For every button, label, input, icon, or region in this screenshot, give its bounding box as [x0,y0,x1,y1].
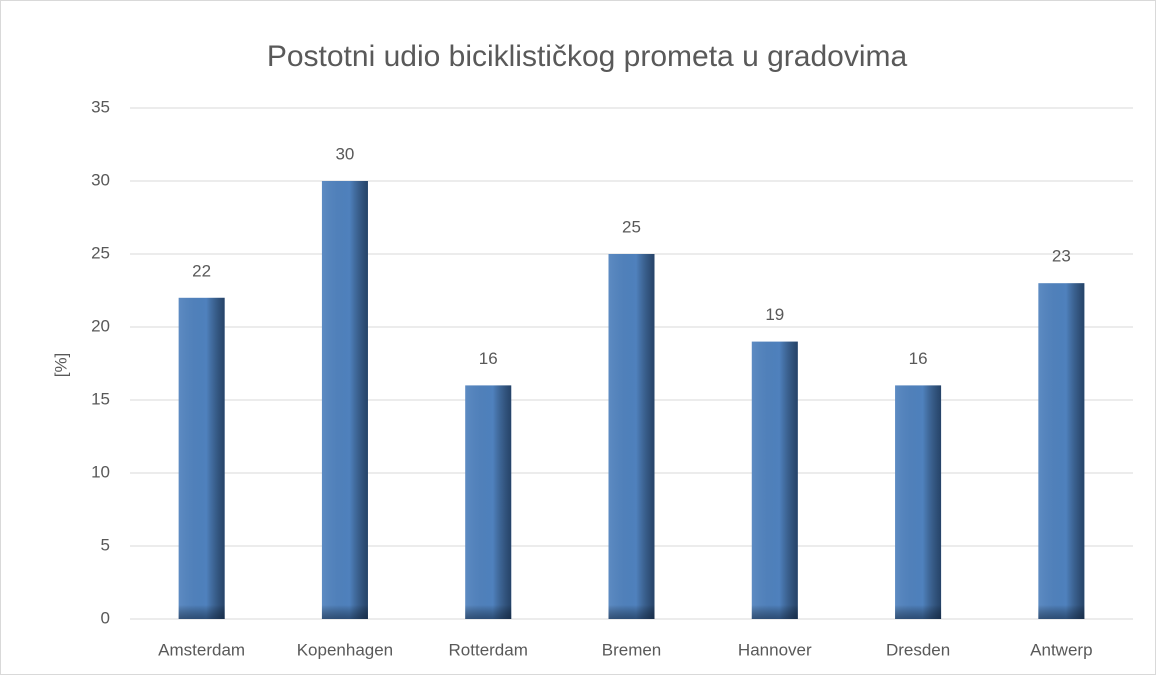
bar-shade [895,385,942,619]
y-tick-label: 25 [91,243,110,262]
bar-shade [608,254,655,619]
bar-shade [608,605,655,619]
data-label: 25 [622,217,641,236]
bar-shade [465,605,512,619]
y-tick-label: 15 [91,389,110,408]
chart-title: Postotni udio biciklističkog prometa u g… [267,40,908,73]
y-tick-label: 5 [101,535,110,554]
x-tick-label: Kopenhagen [297,640,393,659]
y-tick-label: 30 [91,170,110,189]
bar-shade [1038,283,1085,619]
bar-shade [895,605,942,619]
bar-shade [751,341,798,619]
bar-shade [465,385,512,619]
bar-shade [321,181,368,619]
data-label: 19 [765,305,784,324]
y-tick-label: 20 [91,316,110,335]
x-tick-label: Antwerp [1030,640,1092,659]
x-tick-label: Dresden [886,640,950,659]
bar-shade [178,605,225,619]
bar-shade [321,605,368,619]
x-tick-label: Amsterdam [158,640,245,659]
y-tick-label: 0 [101,608,110,627]
bar-shade [1038,605,1085,619]
data-label: 16 [909,349,928,368]
bar-shade [178,297,225,619]
y-axis-label: [%] [51,353,70,378]
x-tick-label: Hannover [738,640,812,659]
data-label: 30 [335,144,354,163]
data-label: 22 [192,261,211,280]
data-label: 23 [1052,247,1071,266]
y-tick-label: 35 [91,97,110,116]
data-label: 16 [479,349,498,368]
y-tick-label: 10 [91,462,110,481]
x-tick-label: Bremen [602,640,662,659]
x-tick-label: Rotterdam [449,640,528,659]
bar-shade [751,605,798,619]
